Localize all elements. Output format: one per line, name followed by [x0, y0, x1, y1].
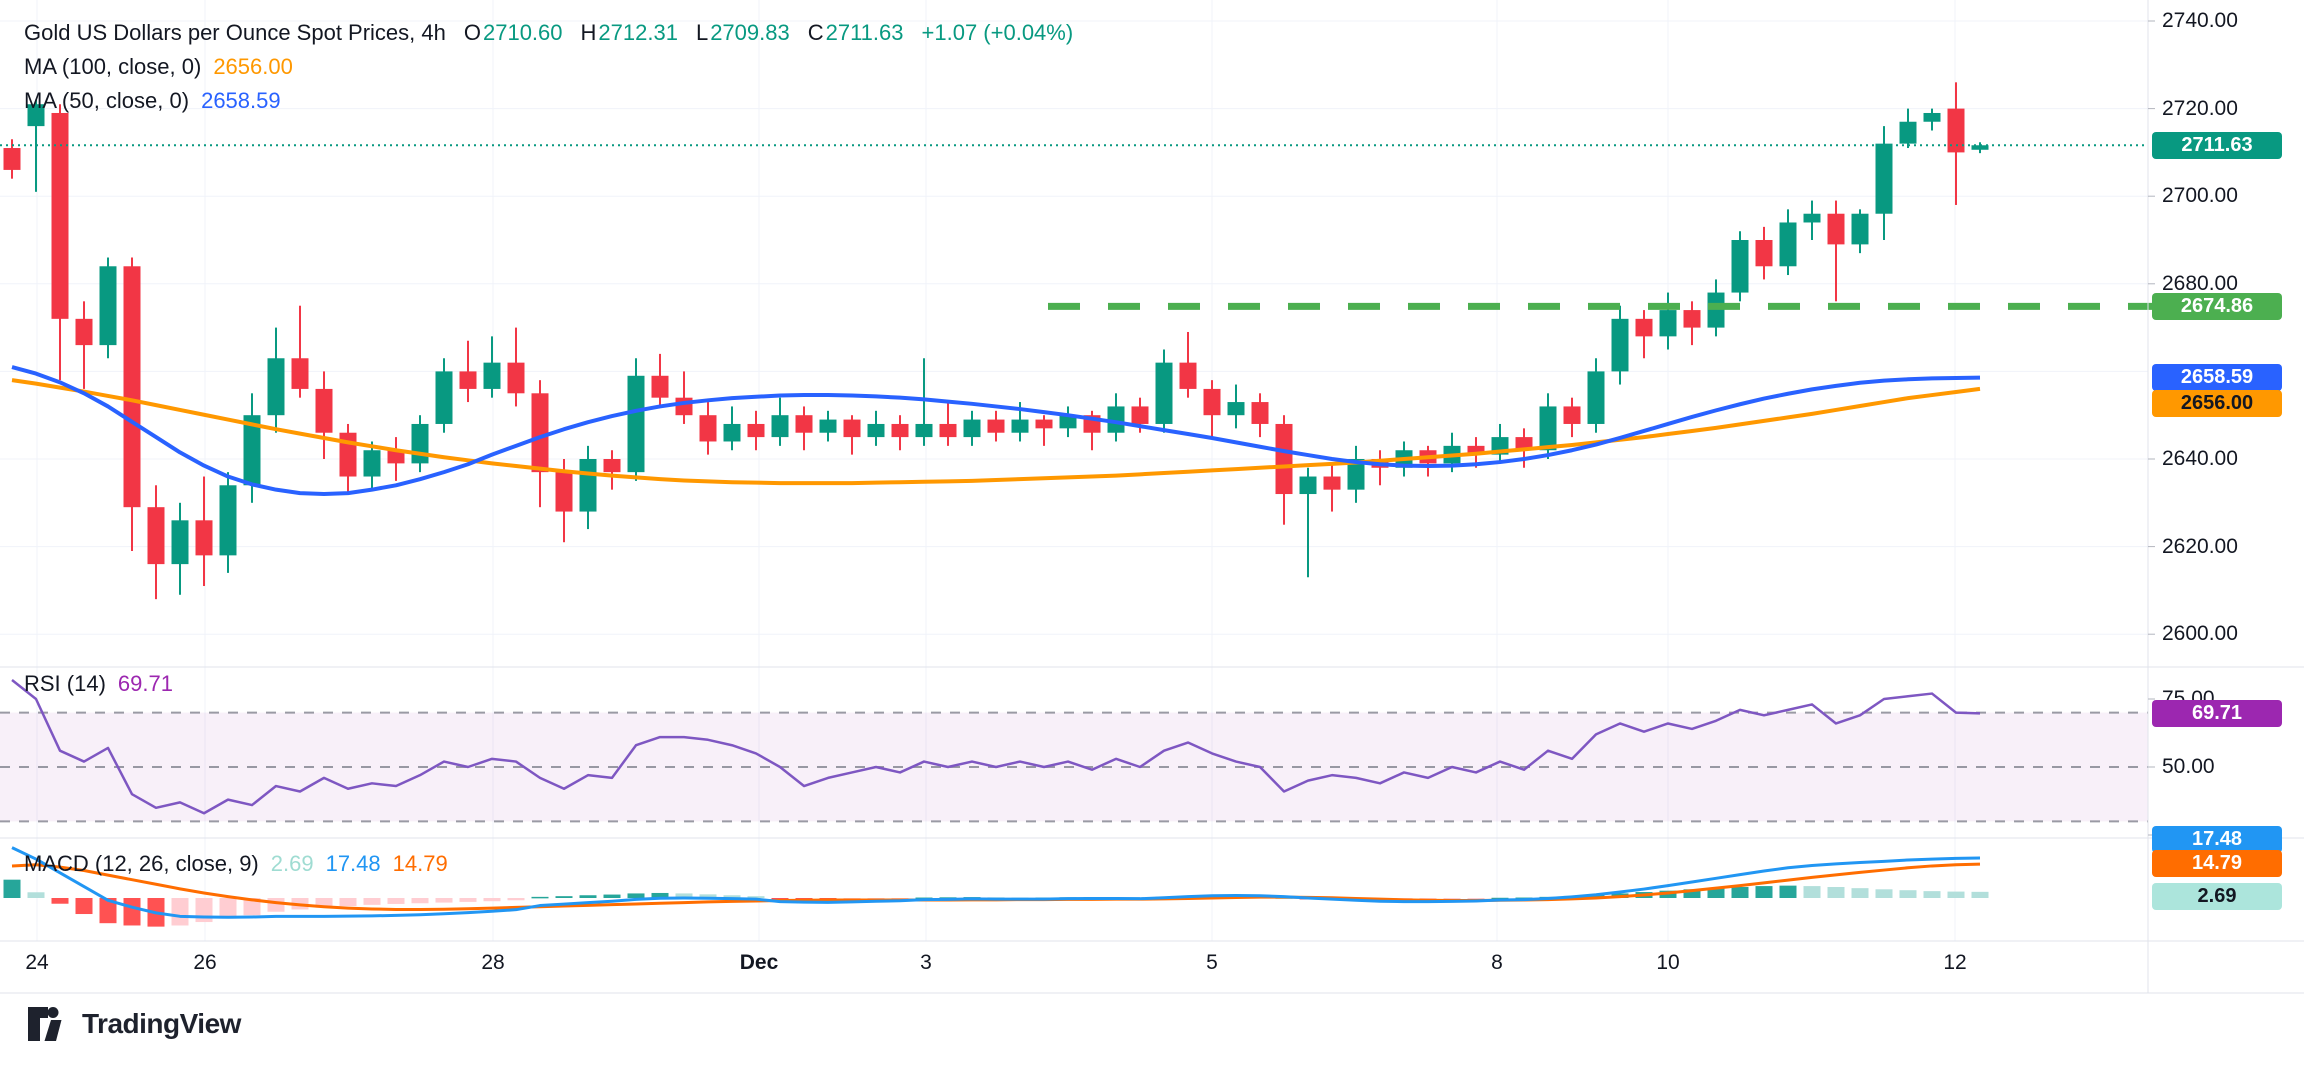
price-axis-label: 2720.00	[2162, 96, 2238, 120]
ohlc-low-value: 2709.83	[710, 20, 790, 45]
price-change: +1.07 (+0.04%)	[921, 20, 1074, 45]
macd-line-value: 17.48	[325, 851, 381, 876]
brand-footer[interactable]: TradingView	[28, 1006, 241, 1042]
macd-hist-value: 2.69	[270, 851, 314, 876]
ma100-badge: 2656.00	[2152, 389, 2282, 417]
price-axis-label: 2620.00	[2162, 534, 2238, 558]
macd-signal-value: 14.79	[392, 851, 448, 876]
price-axis-label: 2700.00	[2162, 184, 2238, 208]
ma50-legend-row[interactable]: MA (50, close, 0) 2658.59	[24, 88, 281, 114]
ohlc-close-value: 2711.63	[825, 20, 904, 45]
macd-line-badge: 17.48	[2152, 825, 2282, 853]
rsi-legend-row[interactable]: RSI (14) 69.71	[24, 671, 173, 697]
rsi-value: 69.71	[117, 671, 173, 696]
candlestick-series[interactable]	[3, 82, 1989, 600]
panel-separators	[0, 0, 2304, 994]
ohlc-high-label: H	[580, 20, 597, 45]
rsi-label: RSI (14)	[24, 671, 106, 696]
macd-label: MACD (12, 26, close, 9)	[24, 851, 259, 876]
time-axis-label: 8	[1491, 951, 1503, 974]
level-line-badge: 2674.86	[2152, 292, 2282, 320]
symbol-legend-row[interactable]: Gold US Dollars per Ounce Spot Prices, 4…	[24, 20, 1073, 46]
price-axis-label: 2680.00	[2162, 271, 2238, 295]
ohlc-open-value: 2710.60	[482, 20, 563, 45]
macd-line[interactable]	[11, 846, 1981, 919]
ma100-legend-row[interactable]: MA (100, close, 0) 2656.00	[24, 54, 293, 80]
macd-hist-badge: 2.69	[2152, 882, 2282, 910]
time-axis-label: 3	[920, 951, 932, 974]
rsi-band	[0, 711, 2148, 823]
price-axis-label: 2740.00	[2162, 9, 2238, 32]
time-axis-label: 24	[25, 951, 49, 974]
ma100-label: MA (100, close, 0)	[24, 54, 202, 79]
rsi-badge: 69.71	[2152, 699, 2282, 727]
last-price-badge: 2711.63	[2152, 131, 2282, 159]
macd-histogram	[3, 879, 1989, 927]
ohlc-close-label: C	[807, 20, 824, 45]
time-axis-label: 28	[481, 951, 505, 974]
ma50-line[interactable]	[11, 365, 1981, 497]
macd-legend-row[interactable]: MACD (12, 26, close, 9) 2.69 17.48 14.79	[24, 851, 448, 877]
ohlc-open-label: O	[463, 20, 481, 45]
time-axis-label: 12	[1943, 951, 1967, 974]
grid-layer	[0, 0, 2148, 941]
ma50-badge: 2658.59	[2152, 363, 2282, 391]
ma50-value: 2658.59	[201, 88, 281, 113]
time-axis-label: Dec	[739, 951, 779, 974]
symbol-title: Gold US Dollars per Ounce Spot Prices, 4…	[24, 20, 446, 45]
time-axis-label: 26	[193, 951, 217, 974]
tradingview-logo-icon	[28, 1007, 62, 1041]
price-axis-label: 2640.00	[2162, 447, 2238, 470]
time-axis-label: 10	[1656, 951, 1680, 974]
ma100-value: 2656.00	[213, 54, 293, 79]
rsi-line[interactable]	[11, 678, 1981, 815]
time-axis-label: 5	[1206, 951, 1218, 974]
ma100-line[interactable]	[11, 378, 1981, 486]
rsi-axis-label: 50.00	[2162, 755, 2215, 778]
ma50-label: MA (50, close, 0)	[24, 88, 190, 113]
ohlc-high-value: 2712.31	[598, 20, 678, 45]
ohlc-low-label: L	[695, 20, 709, 45]
brand-name: TradingView	[82, 1008, 241, 1039]
macd-signal-badge: 14.79	[2152, 849, 2282, 877]
price-axis-label: 2600.00	[2162, 622, 2238, 646]
